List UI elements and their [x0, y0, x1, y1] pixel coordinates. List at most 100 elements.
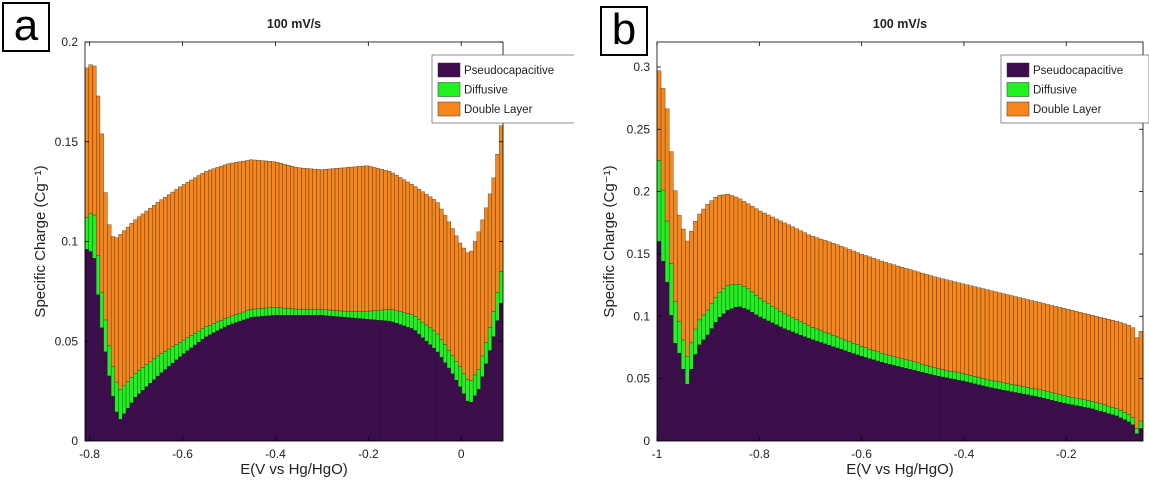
- bar-double-layer: [144, 210, 149, 365]
- bar-pseudocapacitive: [361, 318, 366, 442]
- bar-pseudocapacitive: [867, 358, 872, 442]
- bar-diffusive: [342, 311, 347, 318]
- bar-pseudocapacitive: [1061, 402, 1067, 442]
- bar-pseudocapacitive: [103, 351, 108, 442]
- bar-pseudocapacitive: [774, 324, 779, 442]
- bar-double-layer: [163, 196, 168, 352]
- bar-pseudocapacitive: [133, 397, 138, 442]
- bar-pseudocapacitive: [1090, 408, 1095, 442]
- bar-pseudocapacitive: [368, 319, 373, 442]
- bar-pseudocapacitive: [887, 364, 893, 442]
- bar-pseudocapacitive: [1073, 405, 1079, 442]
- bar-double-layer: [353, 166, 358, 312]
- bar-diffusive: [319, 309, 325, 316]
- bar-double-layer: [114, 237, 119, 383]
- bar-diffusive: [278, 307, 283, 316]
- bar-diffusive: [331, 310, 336, 317]
- bar-diffusive: [1118, 410, 1123, 419]
- bar-pseudocapacitive: [1118, 417, 1123, 442]
- y-axis-label: Specific Charge (Cg⁻¹): [32, 165, 49, 317]
- bar-double-layer: [92, 65, 97, 216]
- bar-pseudocapacitive: [940, 376, 945, 442]
- bar-double-layer: [346, 167, 351, 312]
- bar-pseudocapacitive: [992, 388, 998, 442]
- bar-pseudocapacitive: [491, 336, 496, 442]
- bar-diffusive: [863, 347, 868, 358]
- bar-double-layer: [826, 241, 832, 334]
- bar-double-layer: [1122, 323, 1127, 413]
- bar-diffusive: [92, 214, 97, 259]
- bar-diffusive: [122, 385, 127, 415]
- bar-pseudocapacitive: [234, 322, 239, 442]
- bar-diffusive: [1049, 392, 1055, 401]
- bar-double-layer: [770, 216, 775, 307]
- bar-diffusive: [972, 376, 978, 385]
- bar-pseudocapacitive: [745, 309, 751, 442]
- bar-pseudocapacitive: [387, 320, 392, 442]
- bar-double-layer: [802, 232, 808, 324]
- bar-double-layer: [875, 259, 880, 353]
- bar-double-layer: [960, 283, 965, 374]
- bar-double-layer: [450, 228, 455, 356]
- bar-pseudocapacitive: [782, 328, 787, 442]
- x-axis-label: E(V vs Hg/HgO): [240, 461, 348, 478]
- bar-double-layer: [185, 182, 190, 339]
- bar-double-layer: [226, 163, 231, 318]
- bar-diffusive: [758, 298, 763, 318]
- bar-diffusive: [924, 365, 929, 374]
- bar-double-layer: [988, 290, 994, 381]
- bar-double-layer: [334, 168, 339, 311]
- bar-pseudocapacitive: [713, 322, 718, 442]
- bar-pseudocapacitive: [673, 343, 678, 442]
- bar-diffusive: [786, 315, 791, 331]
- bar-diffusive: [984, 379, 990, 388]
- y-tick-label: 0.15: [55, 135, 79, 149]
- bar-pseudocapacitive: [122, 413, 127, 442]
- bar-double-layer: [956, 282, 961, 373]
- bar-diffusive: [312, 309, 317, 316]
- bar-pseudocapacitive: [798, 335, 803, 442]
- bar-double-layer: [717, 194, 722, 293]
- bar-diffusive: [461, 373, 466, 395]
- legend-label: Double Layer: [464, 104, 533, 116]
- bar-double-layer: [749, 206, 755, 293]
- bar-pseudocapacitive: [794, 333, 799, 442]
- bar-double-layer: [230, 162, 235, 317]
- bar-double-layer: [469, 250, 474, 381]
- bar-pseudocapacitive: [237, 321, 242, 442]
- bar-pseudocapacitive: [308, 315, 313, 442]
- bar-double-layer: [814, 237, 820, 330]
- bar-diffusive: [361, 311, 366, 320]
- bar-double-layer: [907, 269, 913, 361]
- bar-double-layer: [211, 168, 216, 324]
- bar-pseudocapacitive: [1110, 414, 1115, 442]
- bar-double-layer: [1078, 312, 1083, 400]
- bar-pseudocapacitive: [737, 306, 743, 442]
- bar-pseudocapacitive: [99, 327, 104, 442]
- bar-double-layer: [458, 242, 463, 368]
- bar-diffusive: [1086, 400, 1091, 409]
- bar-double-layer: [368, 166, 373, 312]
- bar-diffusive: [879, 353, 884, 363]
- bar-diffusive: [155, 355, 160, 377]
- bar-double-layer: [798, 230, 803, 322]
- bar-diffusive: [368, 310, 373, 320]
- bar-diffusive: [275, 307, 280, 316]
- bar-pseudocapacitive: [222, 326, 227, 442]
- bar-pseudocapacitive: [988, 387, 994, 442]
- bar-diffusive: [883, 354, 889, 364]
- bar-double-layer: [196, 175, 201, 332]
- bar-double-layer: [99, 133, 104, 293]
- bar-pseudocapacitive: [980, 385, 986, 442]
- bar-diffusive: [424, 324, 429, 342]
- bar-pseudocapacitive: [1005, 390, 1010, 442]
- legend-label: Pseudocapacitive: [464, 65, 554, 77]
- bar-pseudocapacitive: [118, 419, 123, 442]
- bar-double-layer: [976, 287, 982, 378]
- y-tick-label: 0.1: [633, 309, 650, 323]
- bar-double-layer: [446, 221, 451, 351]
- bars-group: [656, 70, 1144, 442]
- bar-pseudocapacitive: [802, 336, 808, 442]
- bar-double-layer: [342, 167, 347, 312]
- bar-pseudocapacitive: [338, 316, 343, 442]
